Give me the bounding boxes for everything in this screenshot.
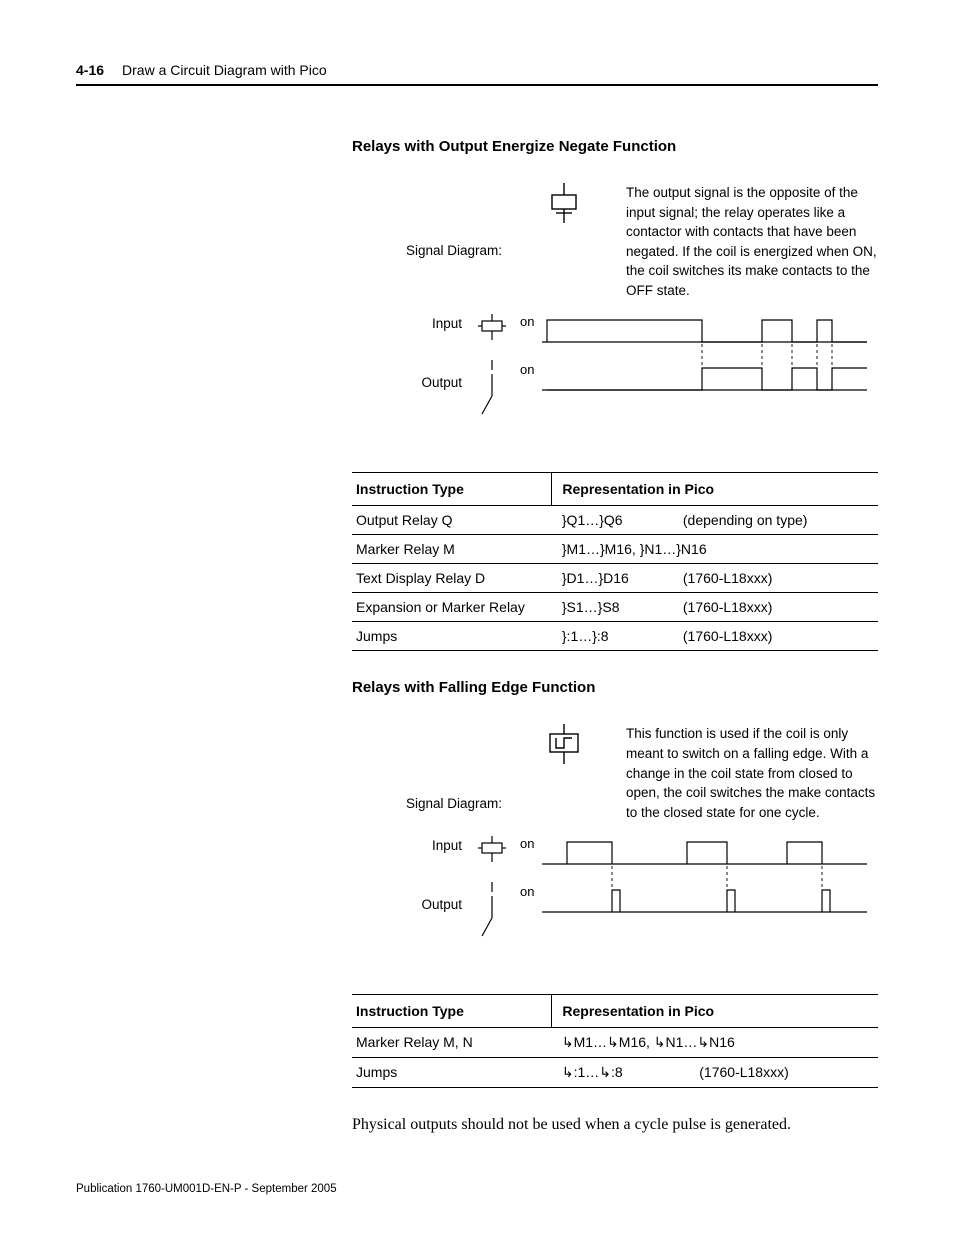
content-column: Relays with Output Energize Negate Funct… [352, 138, 878, 1134]
falling-diagram-block: Signal Diagram: This function is used if… [352, 724, 878, 822]
signal-diagram-label: Signal Diagram: [352, 724, 502, 811]
signal-diagram-label: Signal Diagram: [352, 183, 502, 258]
input-label: Input [352, 838, 462, 853]
table-row: Text Display Relay D }D1…}D16 (1760-L18x… [352, 564, 878, 593]
table-header: Representation in Pico [552, 473, 878, 506]
on-label: on [520, 836, 534, 851]
header-rule [76, 84, 878, 86]
table-header: Instruction Type [352, 995, 552, 1028]
on-label: on [520, 884, 534, 899]
input-label: Input [352, 316, 462, 331]
falling-signal-diagram: Input Output on on [352, 836, 878, 946]
output-label: Output [352, 897, 462, 912]
table-row: Marker Relay M, N ↳M1…↳M16, ↳N1…↳N16 [352, 1028, 878, 1058]
falling-description: This function is used if the coil is onl… [626, 724, 878, 822]
negate-instruction-table: Instruction Type Representation in Pico … [352, 472, 878, 651]
table-row: Marker Relay M }M1…}M16, }N1…}N16 [352, 535, 878, 564]
page-number: 4-16 [76, 62, 104, 78]
table-row: Output Relay Q }Q1…}Q6 (depending on typ… [352, 506, 878, 535]
falling-instruction-table: Instruction Type Representation in Pico … [352, 994, 878, 1088]
table-header: Representation in Pico [552, 995, 878, 1028]
on-label: on [520, 314, 534, 329]
table-row: Jumps ↳:1…↳:8 (1760-L18xxx) [352, 1058, 878, 1088]
output-label: Output [352, 375, 462, 390]
falling-waveform-icon: on on [472, 836, 872, 946]
chapter-title: Draw a Circuit Diagram with Pico [122, 62, 327, 78]
negate-symbol-icon [542, 183, 586, 228]
negate-diagram-block: Signal Diagram: The output signal is the… [352, 183, 878, 300]
negate-waveform-icon: on on [472, 314, 872, 424]
section-title-negate: Relays with Output Energize Negate Funct… [352, 138, 878, 155]
table-row: Expansion or Marker Relay }S1…}S8 (1760-… [352, 593, 878, 622]
negate-signal-diagram: Input Output on on [352, 314, 878, 424]
publication-footer: Publication 1760-UM001D-EN-P - September… [76, 1183, 337, 1195]
falling-symbol-icon [542, 724, 586, 769]
on-label: on [520, 362, 534, 377]
section-title-falling: Relays with Falling Edge Function [352, 679, 878, 696]
table-header: Instruction Type [352, 473, 552, 506]
page-header: 4-16 Draw a Circuit Diagram with Pico [76, 62, 878, 78]
body-text: Physical outputs should not be used when… [352, 1116, 878, 1134]
table-row: Jumps }:1…}:8 (1760-L18xxx) [352, 622, 878, 651]
negate-description: The output signal is the opposite of the… [626, 183, 878, 300]
